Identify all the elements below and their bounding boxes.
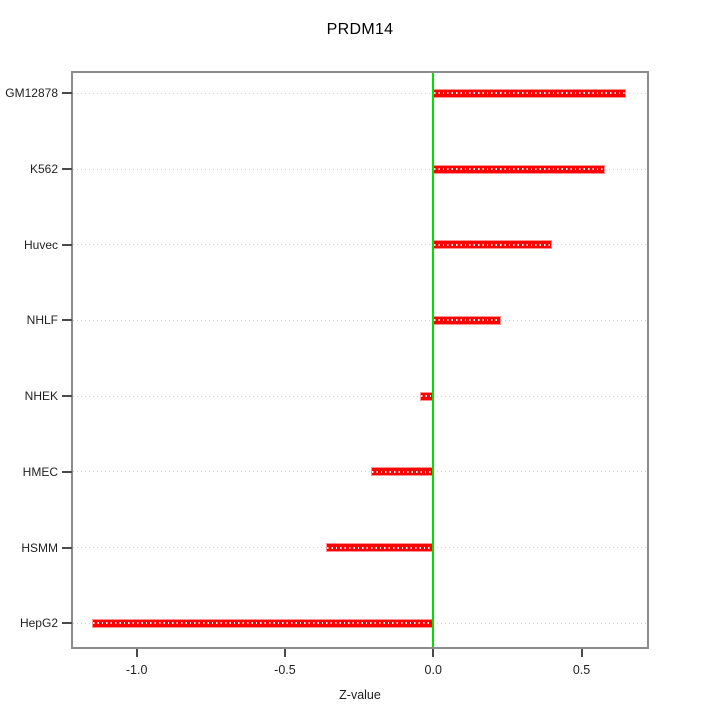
x-axis-tick bbox=[580, 649, 583, 657]
bar-HMEC bbox=[370, 467, 434, 477]
y-axis-tick bbox=[62, 168, 72, 170]
y-tick-label: HepG2 bbox=[19, 616, 58, 631]
y-tick-label: K562 bbox=[29, 162, 58, 176]
x-tick-label: -1.0 bbox=[125, 663, 148, 677]
grid-line bbox=[73, 471, 647, 473]
grid-line bbox=[73, 92, 647, 94]
bar-GM12878 bbox=[433, 88, 627, 98]
bar-K562 bbox=[433, 164, 606, 174]
y-tick-label: NHEK bbox=[24, 389, 58, 404]
y-tick-label: GM12878 bbox=[5, 86, 58, 101]
y-tick-label: HSMM bbox=[21, 540, 58, 555]
y-axis-tick bbox=[62, 243, 72, 246]
y-axis-tick bbox=[62, 395, 72, 398]
chart-title: PRDM14 bbox=[326, 21, 394, 38]
y-axis-tick bbox=[62, 546, 72, 549]
grid-line bbox=[73, 319, 647, 321]
y-axis-tick bbox=[62, 92, 72, 95]
plot-area bbox=[71, 71, 649, 649]
bar-HSMM bbox=[326, 543, 434, 553]
grid-line bbox=[73, 168, 647, 170]
x-axis-tick bbox=[432, 649, 435, 657]
x-axis-title: Z-value bbox=[339, 688, 381, 702]
y-axis-tick bbox=[62, 319, 72, 322]
zero-reference-line bbox=[432, 73, 435, 647]
y-axis-tick bbox=[62, 622, 72, 625]
x-tick-label: 0.5 bbox=[572, 663, 591, 677]
bar-HepG2 bbox=[92, 618, 434, 628]
grid-line bbox=[73, 395, 647, 397]
grid-line bbox=[73, 244, 647, 246]
x-axis-tick bbox=[283, 649, 286, 657]
bar-NHEK bbox=[419, 391, 434, 401]
y-tick-label: Huvec bbox=[23, 237, 58, 252]
y-axis-tick bbox=[62, 470, 72, 473]
y-tick-label: NHLF bbox=[26, 313, 58, 328]
y-tick-label: HMEC bbox=[22, 464, 58, 479]
x-tick-label: 0.0 bbox=[424, 663, 442, 677]
bar-NHLF bbox=[433, 315, 502, 325]
x-tick-label: -0.5 bbox=[274, 663, 296, 677]
x-axis-tick bbox=[135, 649, 138, 657]
bar-Huvec bbox=[433, 240, 552, 250]
